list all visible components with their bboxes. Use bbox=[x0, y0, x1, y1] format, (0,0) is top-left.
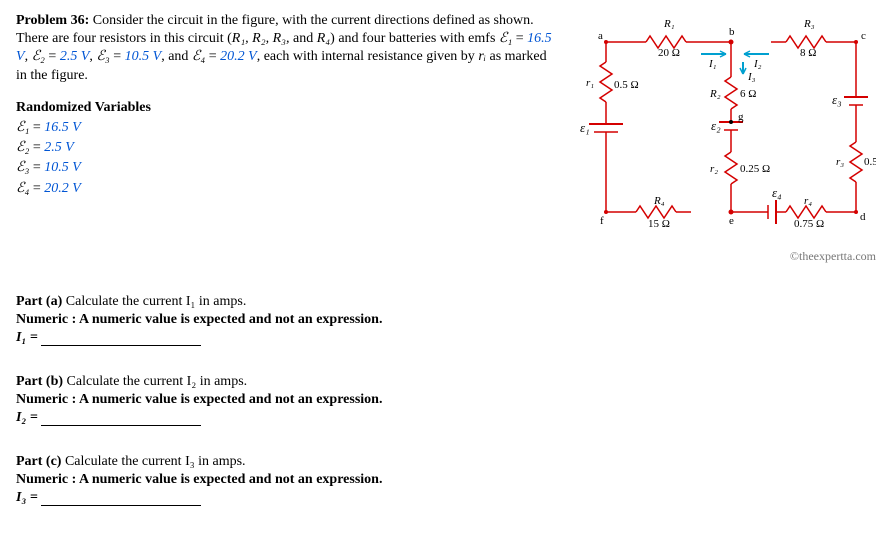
node-b: b bbox=[729, 26, 735, 38]
label-R1-val: 20 Ω bbox=[658, 47, 680, 59]
node-e: e bbox=[729, 215, 734, 227]
credit-text: ©theexpertta.com bbox=[566, 249, 876, 264]
node-f: f bbox=[600, 215, 604, 227]
part-b: Part (b) Calculate the current I₂ in amp… bbox=[16, 374, 876, 426]
node-c: c bbox=[861, 30, 866, 42]
label-R4-val: 15 Ω bbox=[648, 218, 670, 230]
label-R3-val: 8 Ω bbox=[800, 47, 816, 59]
part-c: Part (c) Calculate the current I₃ in amp… bbox=[16, 454, 876, 506]
label-r1: r₁ bbox=[586, 77, 594, 89]
label-E2: ε₂ bbox=[711, 118, 721, 133]
label-R4: R₄ bbox=[653, 195, 665, 207]
randomized-variables: Randomized Variables ℰ₁ = 16.5 V ℰ₂ = 2.… bbox=[16, 99, 556, 198]
label-I3: I₃ bbox=[747, 71, 756, 83]
label-R1: R₁ bbox=[663, 18, 675, 30]
part-a: Part (a) Calculate the current I₁ in amp… bbox=[16, 294, 876, 346]
label-R2: R₂ bbox=[709, 88, 721, 100]
label-r3: r₃ bbox=[836, 156, 844, 168]
label-I1: I₁ bbox=[708, 58, 717, 70]
label-E1: ε₁ bbox=[580, 120, 590, 135]
label-E4: ε₄ bbox=[772, 185, 782, 200]
label-r2: r₂ bbox=[710, 163, 718, 175]
label-R2-val: 6 Ω bbox=[740, 88, 756, 100]
circuit-diagram: R₁ 20 Ω R₃ 8 Ω R₂ 6 Ω R₄ 15 Ω r₁ 0.5 Ω r… bbox=[566, 12, 876, 264]
answer-blank-a[interactable] bbox=[41, 332, 201, 346]
label-r3-val: 0.5 Ω bbox=[864, 156, 876, 168]
label-R3: R₃ bbox=[803, 18, 815, 30]
label-E3: ε₃ bbox=[832, 92, 842, 107]
node-a: a bbox=[598, 30, 603, 42]
problem-statement: Problem 36: Consider the circuit in the … bbox=[16, 12, 556, 264]
label-r4: r₄ bbox=[804, 195, 812, 207]
answer-blank-c[interactable] bbox=[41, 492, 201, 506]
label-r4-val: 0.75 Ω bbox=[794, 218, 824, 230]
node-d: d bbox=[860, 211, 866, 223]
node-g: g bbox=[738, 111, 744, 123]
randomized-title: Randomized Variables bbox=[16, 99, 556, 117]
label-r1-val: 0.5 Ω bbox=[614, 79, 639, 91]
answer-blank-b[interactable] bbox=[41, 412, 201, 426]
problem-number: Problem 36: bbox=[16, 13, 89, 28]
label-I2: I₂ bbox=[753, 58, 762, 70]
label-r2-val: 0.25 Ω bbox=[740, 163, 770, 175]
